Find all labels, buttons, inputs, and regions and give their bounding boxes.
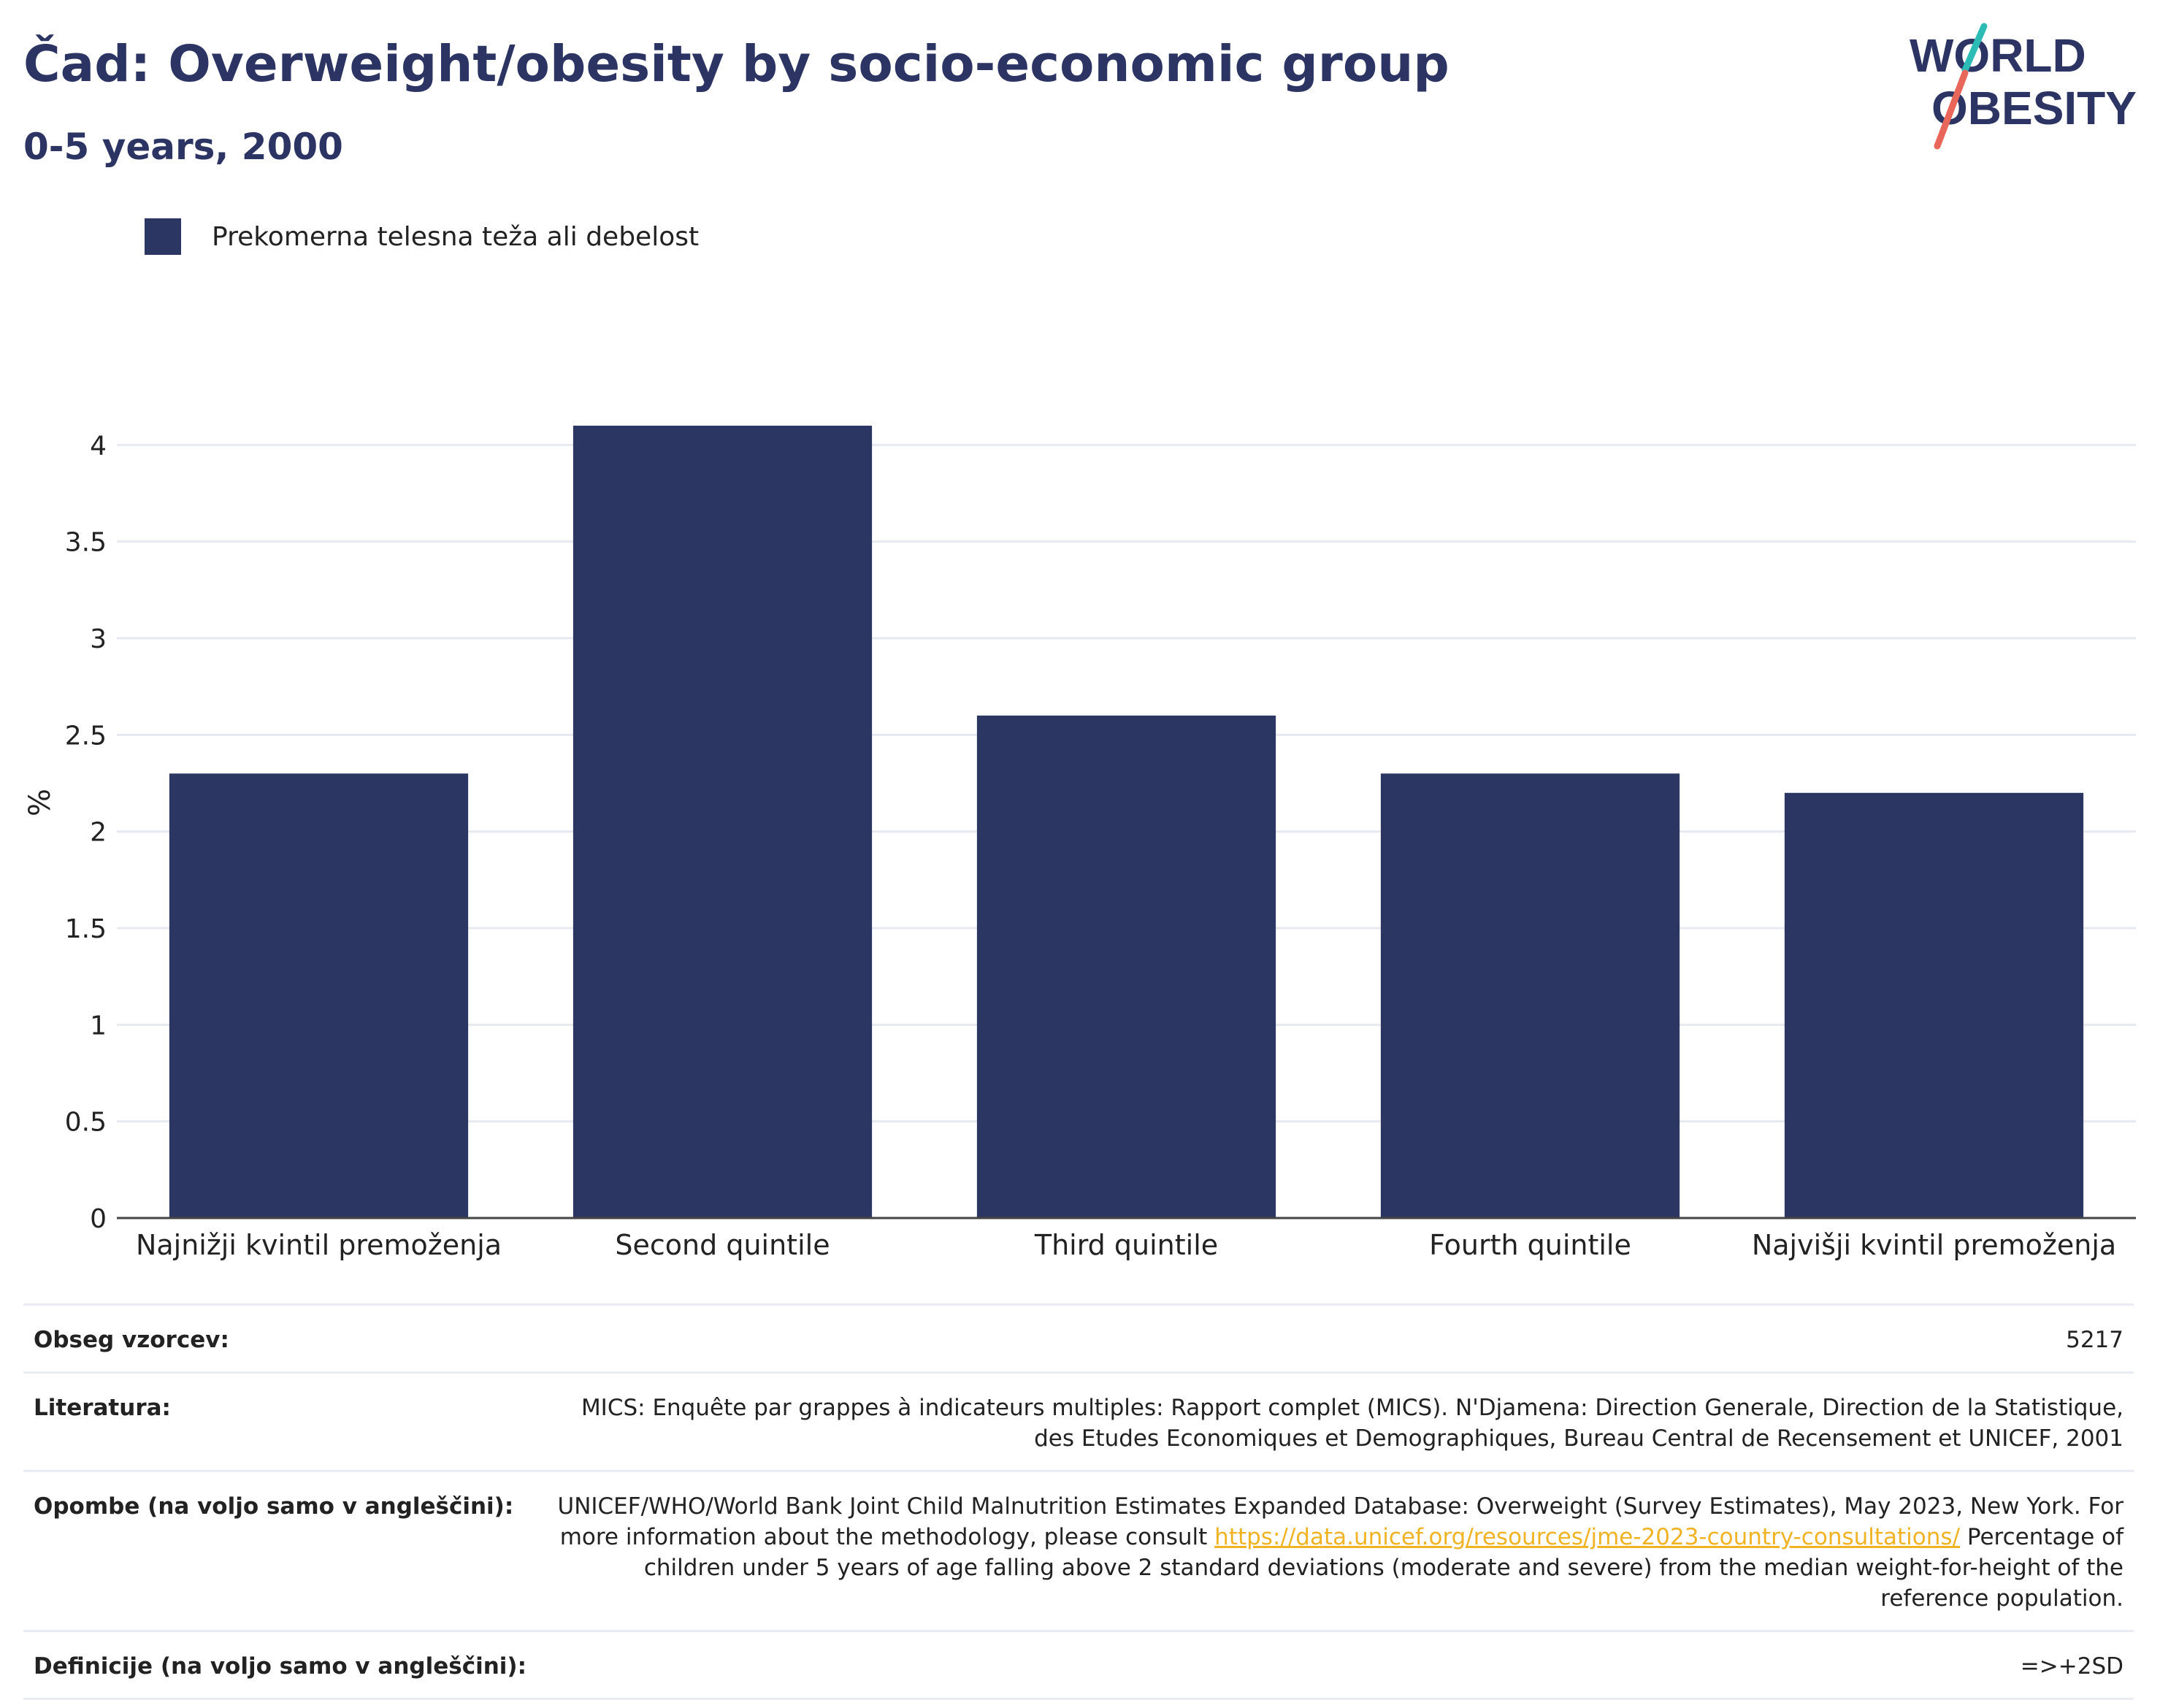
world-obesity-logo: WORLD OBESITY <box>1910 23 2137 150</box>
sample-size-value: 5217 <box>2066 1327 2123 1353</box>
x-tick-label: Fourth quintile <box>1429 1229 1631 1261</box>
logo-slash-teal <box>1961 23 1988 74</box>
notes-text-before: UNICEF/WHO/World Bank Joint Child Malnut… <box>557 1493 2124 1550</box>
logo-text-line1: WORLD <box>1910 29 2086 82</box>
x-tick-label: Najnižji kvintil premoženja <box>136 1229 502 1261</box>
x-tick-label: Third quintile <box>1034 1229 1218 1261</box>
bar <box>169 773 469 1218</box>
info-table: Obseg vzorcev: 5217 Literatura: MICS: En… <box>23 1303 2134 1700</box>
y-tick-label: 0.5 <box>65 1108 107 1138</box>
methodology-link[interactable]: https://data.unicef.org/resources/jme-20… <box>1214 1524 1961 1550</box>
y-tick-label: 3.5 <box>65 528 107 558</box>
logo-text-line2: OBESITY <box>1931 82 2137 134</box>
info-row-definitions: Definicije (na voljo samo v angleščini):… <box>23 1631 2134 1699</box>
notes-text-after: Percentage of children under 5 years of … <box>643 1524 2123 1612</box>
info-row-sample: Obseg vzorcev: 5217 <box>23 1304 2134 1373</box>
bars <box>169 425 2084 1219</box>
sample-size-label: Obseg vzorcev: <box>34 1327 229 1353</box>
bar <box>1380 773 1680 1218</box>
logo-slash-red <box>1934 69 1969 150</box>
y-tick-label: 1.5 <box>65 914 107 944</box>
definitions-label: Definicije (na voljo samo v angleščini): <box>34 1653 526 1680</box>
chart-title: Čad: Overweight/obesity by socio-economi… <box>23 35 1449 93</box>
y-tick-label: 1 <box>90 1011 107 1041</box>
y-tick-label: 3 <box>90 624 107 654</box>
y-tick-label: 4 <box>90 431 107 461</box>
x-tick-label: Najvišji kvintil premoženja <box>1752 1229 2116 1261</box>
bar <box>572 425 873 1219</box>
info-row-notes: Opombe (na voljo samo v angleščini): UNI… <box>23 1471 2134 1631</box>
y-tick-label: 0 <box>90 1204 107 1234</box>
bar <box>1784 792 2084 1218</box>
notes-label: Opombe (na voljo samo v angleščini): <box>34 1493 514 1520</box>
info-row-references: Literatura: MICS: Enquête par grappes à … <box>23 1372 2134 1471</box>
x-tick-label: Second quintile <box>615 1229 830 1261</box>
bar-chart: 0 0.5 1 1.5 2 2.5 3 3.5 4% Najnižji kvintil premo… <box>23 425 2136 1261</box>
y-axis-title: % <box>23 789 57 816</box>
chart-subtitle: 0-5 years, 2000 <box>23 126 343 168</box>
notes-value: UNICEF/WHO/World Bank Joint Child Malnut… <box>537 1471 2134 1631</box>
legend-label: Prekomerna telesna teža ali debelost <box>212 221 700 252</box>
y-tick-label: 2 <box>90 818 107 848</box>
references-label: Literatura: <box>34 1395 171 1421</box>
chart-legend: Prekomerna telesna teža ali debelost <box>145 216 699 257</box>
references-value: MICS: Enquête par grappes à indicateurs … <box>581 1395 2123 1452</box>
bar <box>976 715 1276 1218</box>
y-tick-label: 2.5 <box>65 721 107 751</box>
definitions-value: =>+2SD <box>2020 1653 2123 1680</box>
axes: 0 0.5 1 1.5 2 2.5 3 3.5 4% Najnižji kvintil premo… <box>23 431 2136 1261</box>
legend-swatch <box>145 218 181 255</box>
